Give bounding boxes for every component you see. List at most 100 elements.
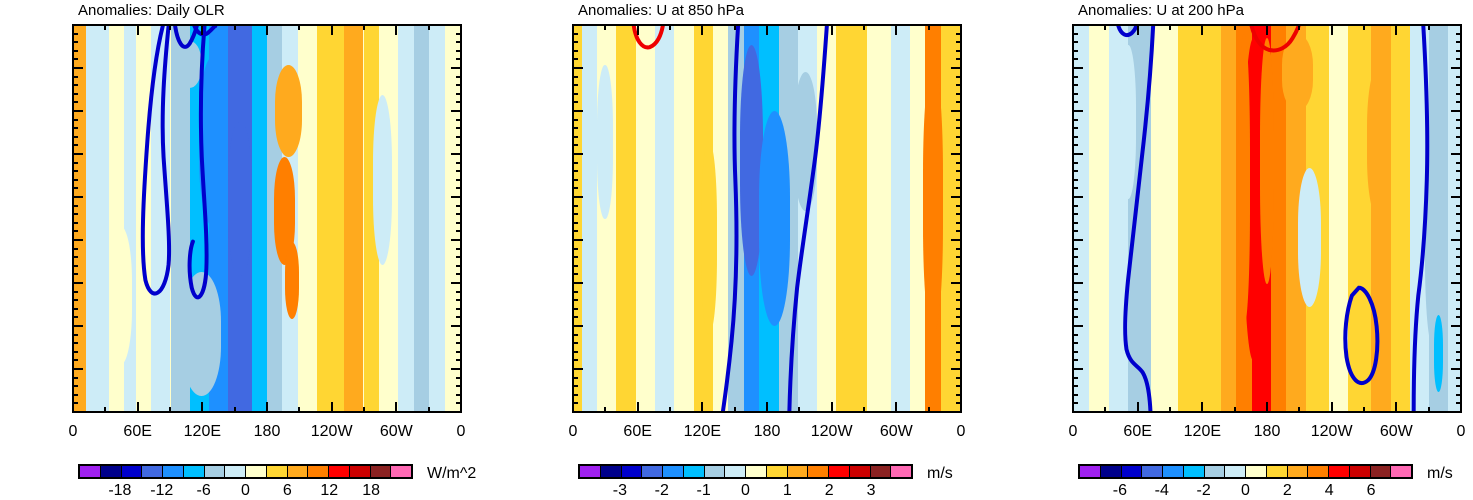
colorbar-2[interactable] (1078, 464, 1413, 479)
y-tick-minor (72, 402, 78, 405)
colorbar-swatch[interactable] (1349, 466, 1371, 477)
colorbar-swatch[interactable] (349, 466, 371, 477)
colorbar-swatch[interactable] (391, 466, 411, 477)
x-tick-minor-top (363, 24, 365, 30)
colorbar-swatch[interactable] (183, 466, 205, 477)
colorbar-swatch[interactable] (121, 466, 143, 477)
colorbar-swatch[interactable] (600, 466, 622, 477)
colorbar-swatch[interactable] (225, 466, 246, 477)
y-tick-minor (72, 385, 78, 388)
colorbar-tick-label: 2 (824, 482, 834, 499)
x-axis-label: 0 (1068, 423, 1078, 440)
colorbar-swatch[interactable] (287, 466, 309, 477)
colorbar-swatch[interactable] (1246, 466, 1267, 477)
colorbar-swatch[interactable] (266, 466, 288, 477)
y-tick-major (1072, 67, 1083, 69)
colorbar-swatch[interactable] (870, 466, 892, 477)
colorbar-swatch[interactable] (163, 466, 184, 477)
colorbar-swatch[interactable] (829, 466, 850, 477)
colorbar-0[interactable] (78, 464, 413, 479)
y-tick-minor-right (956, 221, 962, 224)
x-tick-minor-top (733, 24, 736, 30)
y-tick-minor (572, 135, 578, 138)
colorbar-swatch[interactable] (580, 466, 601, 477)
colorbar-swatch[interactable] (891, 466, 911, 477)
x-tick-major (960, 402, 962, 413)
colorbar-swatch[interactable] (1080, 466, 1101, 477)
y-tick-minor (572, 127, 578, 130)
colorbar-swatch[interactable] (1100, 466, 1122, 477)
x-axis-label: 60W (379, 423, 413, 440)
x-tick-minor-top (427, 24, 430, 30)
x-tick-major (572, 402, 574, 413)
y-tick-minor-right (1456, 75, 1462, 78)
colorbar-swatch[interactable] (142, 466, 163, 477)
colorbar-swatch[interactable] (766, 466, 788, 477)
colorbar-swatch[interactable] (642, 466, 663, 477)
y-tick-minor-right (1456, 221, 1462, 224)
colorbar-swatch[interactable] (204, 466, 226, 477)
colorbar-swatch[interactable] (1391, 466, 1411, 477)
y-tick-minor-right (456, 41, 462, 44)
y-tick-minor-right (1456, 402, 1462, 405)
y-tick-minor-right (456, 92, 462, 95)
colorbar-swatch[interactable] (1204, 466, 1226, 477)
colorbar-swatch[interactable] (1329, 466, 1350, 477)
colorbar-swatch[interactable] (1370, 466, 1392, 477)
negative-contour-line (1125, 26, 1153, 411)
colorbar-swatch[interactable] (1308, 466, 1329, 477)
colorbar-swatch[interactable] (308, 466, 329, 477)
colorbar-swatch[interactable] (246, 466, 267, 477)
y-tick-minor (572, 32, 578, 35)
y-tick-minor (1072, 75, 1078, 78)
y-tick-major (72, 67, 83, 69)
y-tick-minor-right (956, 101, 962, 104)
colorbar-swatch[interactable] (787, 466, 809, 477)
x-tick-major (766, 402, 768, 413)
colorbar-1[interactable] (578, 464, 913, 479)
y-tick-minor-right (1456, 307, 1462, 310)
colorbar-swatch[interactable] (683, 466, 705, 477)
y-tick-minor-right (456, 135, 462, 138)
y-tick-minor (1072, 221, 1078, 224)
field-band (151, 26, 171, 411)
colorbar-swatch[interactable] (1142, 466, 1163, 477)
colorbar-swatch[interactable] (1121, 466, 1143, 477)
colorbar-swatch[interactable] (704, 466, 726, 477)
x-tick-major-top (1460, 24, 1462, 35)
y-tick-minor-right (456, 178, 462, 181)
colorbar-swatch[interactable] (1266, 466, 1288, 477)
x-tick-major-top (330, 24, 333, 35)
y-tick-minor-right (956, 230, 962, 233)
y-tick-minor-right (956, 75, 962, 78)
colorbar-swatch[interactable] (100, 466, 122, 477)
colorbar-swatch[interactable] (849, 466, 871, 477)
x-tick-major (460, 402, 462, 413)
colorbar-swatch[interactable] (621, 466, 643, 477)
y-tick-minor (1072, 307, 1078, 310)
colorbar-swatch[interactable] (1183, 466, 1205, 477)
colorbar-swatch[interactable] (1163, 466, 1184, 477)
y-tick-major (1072, 196, 1083, 198)
y-tick-minor-right (456, 402, 462, 405)
x-tick-minor (233, 407, 236, 413)
y-tick-minor-right (1456, 359, 1462, 362)
x-tick-major-top (830, 24, 833, 35)
y-tick-minor-right (456, 350, 462, 353)
y-tick-major-right (451, 368, 462, 370)
colorbar-swatch[interactable] (808, 466, 829, 477)
y-tick-minor (1072, 161, 1078, 164)
colorbar-swatch[interactable] (1225, 466, 1246, 477)
colorbar-swatch[interactable] (329, 466, 350, 477)
x-axis-label: 180 (753, 423, 781, 440)
colorbar-swatch[interactable] (746, 466, 767, 477)
y-tick-minor-right (956, 187, 962, 190)
colorbar-swatch[interactable] (370, 466, 392, 477)
colorbar-swatch[interactable] (80, 466, 101, 477)
colorbar-swatch[interactable] (663, 466, 684, 477)
colorbar-swatch[interactable] (725, 466, 746, 477)
negative-contour-line (190, 26, 207, 297)
y-tick-major (72, 24, 83, 26)
field-band (429, 26, 445, 411)
colorbar-swatch[interactable] (1287, 466, 1309, 477)
